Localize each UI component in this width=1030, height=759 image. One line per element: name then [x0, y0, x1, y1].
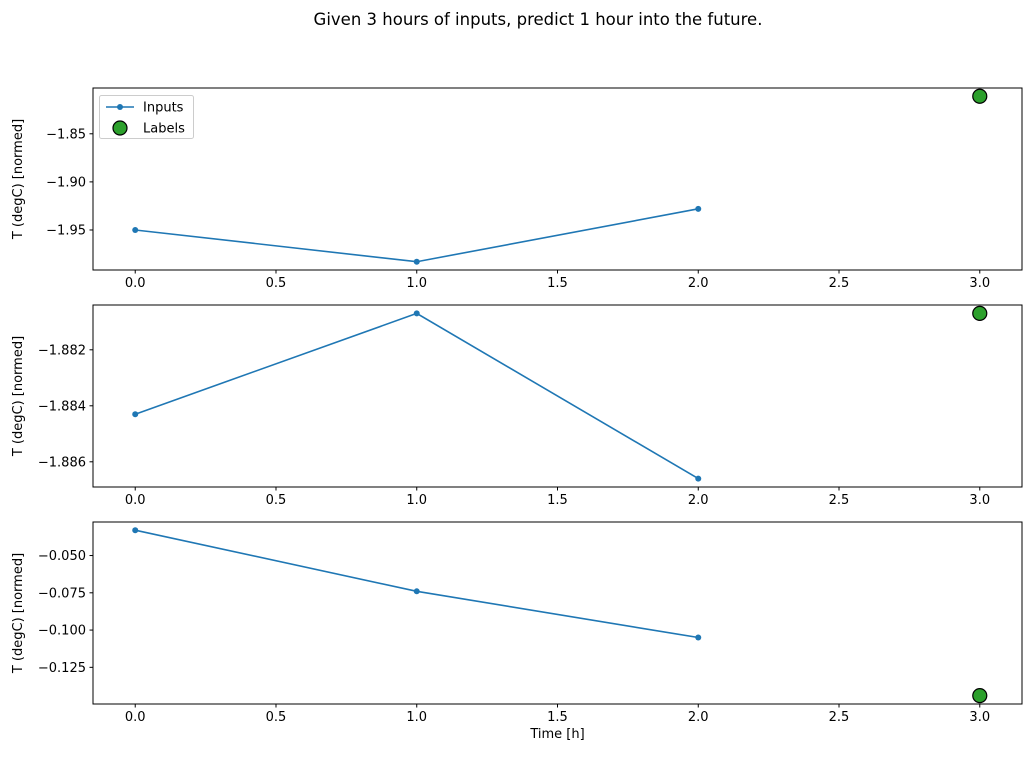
- x-tick-label: 0.5: [266, 710, 287, 725]
- x-tick-label: 1.0: [406, 276, 427, 291]
- y-tick-label: −0.075: [38, 586, 86, 601]
- x-axis-label: Time [h]: [529, 727, 584, 742]
- labels-marker: [972, 305, 988, 321]
- x-tick-label: 2.0: [688, 276, 709, 291]
- x-tick-label: 0.5: [266, 276, 287, 291]
- inputs-marker: [132, 411, 139, 418]
- x-tick-label: 0.0: [125, 276, 146, 291]
- x-tick-label: 2.0: [688, 710, 709, 725]
- inputs-line: [135, 208, 699, 263]
- x-tick-label: 0.0: [125, 493, 146, 508]
- y-axis-label: T (degC) [normed]: [11, 119, 26, 240]
- x-tick-label: 2.5: [829, 276, 850, 291]
- y-tick-label: −1.884: [38, 399, 86, 414]
- y-tick-label: −0.125: [38, 661, 86, 676]
- y-axis-label: T (degC) [normed]: [11, 553, 26, 674]
- x-tick-label: 1.0: [406, 710, 427, 725]
- x-tick-label: 3.0: [969, 710, 990, 725]
- inputs-marker: [413, 258, 420, 265]
- inputs-marker: [413, 310, 420, 317]
- y-tick-label: −1.882: [38, 343, 86, 358]
- legend-labels-marker-icon: [112, 120, 128, 136]
- legend-item-label: Inputs: [143, 101, 184, 116]
- y-tick-label: −1.95: [46, 223, 86, 238]
- inputs-marker: [132, 527, 139, 534]
- axes-frame: [92, 87, 1023, 271]
- x-tick-label: 0.5: [266, 493, 287, 508]
- axes-frame: [92, 521, 1023, 705]
- inputs-line: [135, 529, 699, 639]
- y-tick-label: −0.100: [38, 624, 86, 639]
- legend-item-label: Labels: [143, 122, 185, 137]
- x-tick-label: 0.0: [125, 710, 146, 725]
- legend: Inputs Labels: [99, 95, 194, 139]
- subplot-1: 0.0 0.5 1.0 1.5 2.0 2.5 3.0 −1.85 −1.90 −1.95 T (d…: [11, 87, 1023, 291]
- inputs-marker: [695, 475, 702, 482]
- x-tick-label: 3.0: [969, 276, 990, 291]
- x-tick-label: 1.0: [406, 493, 427, 508]
- subplot-2: 0.0 0.5 1.0 1.5 2.0 2.5 3.0 −1.882 −1.884 −1.886 T…: [11, 304, 1023, 508]
- y-tick-label: −1.85: [46, 127, 86, 142]
- legend-inputs-marker-icon: [117, 104, 123, 110]
- inputs-line: [134, 312, 699, 480]
- x-tick-label: 3.0: [969, 493, 990, 508]
- labels-marker: [972, 88, 988, 104]
- y-tick-label: −1.886: [38, 455, 86, 470]
- x-tick-label: 1.5: [547, 710, 568, 725]
- x-tick-label: 2.5: [829, 710, 850, 725]
- figure-title: Given 3 hours of inputs, predict 1 hour …: [314, 10, 763, 29]
- subplot-3: 0.0 0.5 1.0 1.5 2.0 2.5 3.0 −0.050 −0.075 −0.100 −…: [11, 521, 1023, 742]
- labels-marker: [972, 688, 988, 704]
- inputs-marker: [695, 205, 702, 212]
- y-axis-label: T (degC) [normed]: [11, 336, 26, 457]
- x-tick-label: 2.0: [688, 493, 709, 508]
- x-tick-label: 1.5: [547, 493, 568, 508]
- y-tick-label: −0.050: [38, 549, 86, 564]
- x-tick-label: 1.5: [547, 276, 568, 291]
- inputs-marker: [413, 588, 420, 595]
- axes-frame: [92, 304, 1023, 488]
- y-tick-label: −1.90: [46, 175, 86, 190]
- x-tick-label: 2.5: [829, 493, 850, 508]
- inputs-marker: [695, 634, 702, 641]
- inputs-marker: [132, 226, 139, 233]
